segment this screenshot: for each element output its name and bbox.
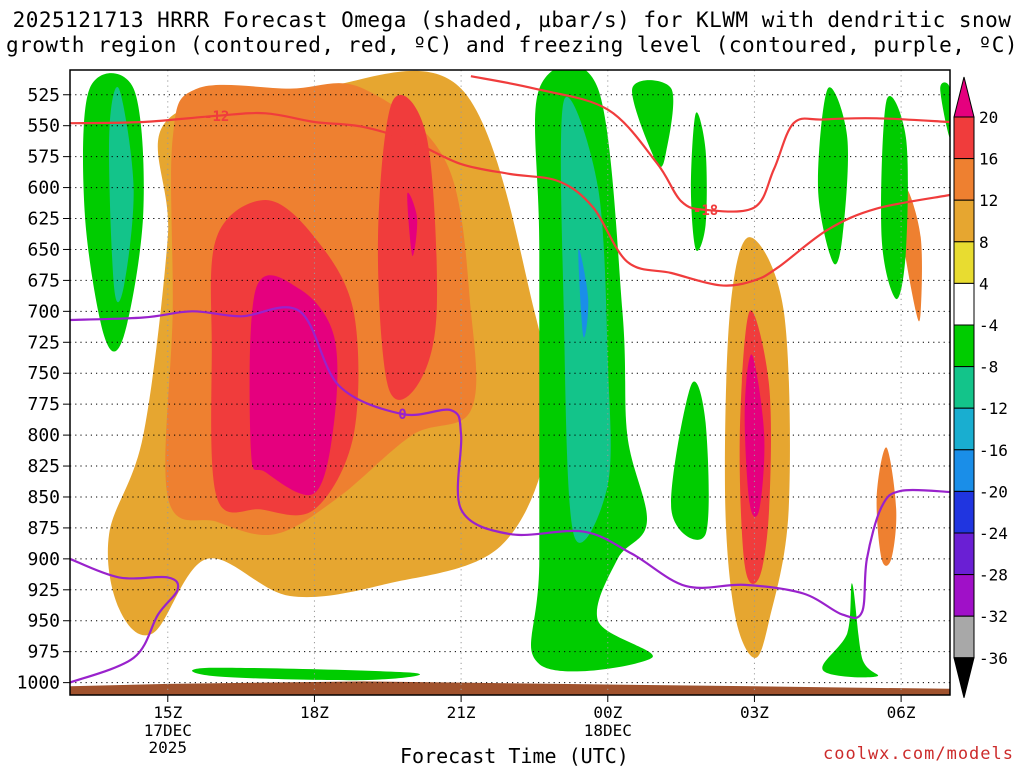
x-tick-sublabel-17DEC: 17DEC — [144, 721, 192, 740]
omega-region-neg8-16 — [671, 381, 709, 540]
y-tick-label-950: 950 — [27, 611, 60, 632]
contour-label-freezing-level-0c: 0 — [398, 407, 406, 423]
omega-region-neg8-17 — [822, 583, 879, 678]
plot-frame — [69, 69, 951, 696]
y-tick-label-750: 750 — [27, 363, 60, 384]
colorbar-swatch--32--28 — [953, 615, 975, 659]
x-tick-sublabel-2025: 2025 — [149, 738, 188, 757]
x-tick-label-00Z: 00Z — [593, 703, 622, 722]
colorbar-label-8: 8 — [979, 233, 989, 252]
y-tick-label-675: 675 — [27, 270, 60, 291]
colorbar-swatch--12--8 — [953, 407, 975, 451]
colorbar-label--12: -12 — [979, 399, 1008, 418]
y-tick-label-925: 925 — [27, 580, 60, 601]
colorbar-swatch--28--24 — [953, 574, 975, 617]
y-tick-label-550: 550 — [27, 116, 60, 137]
y-tick-label-975: 975 — [27, 642, 60, 663]
omega-region-pos20-4 — [249, 275, 338, 496]
omega-region-neg16-15 — [578, 248, 589, 338]
y-tick-label-600: 600 — [27, 178, 60, 199]
colorbar-label--28: -28 — [979, 566, 1008, 585]
contour-dgz-minus-12-upper — [70, 111, 950, 287]
credit-link[interactable]: coolwx.com/models — [823, 744, 1014, 764]
colorbar-swatch--16--12 — [953, 449, 975, 492]
omega-region-pos12-10 — [876, 447, 897, 566]
omega-region-neg12-12 — [108, 86, 134, 303]
omega-region-neg8-22 — [940, 82, 950, 139]
colorbar-label--20: -20 — [979, 482, 1008, 501]
x-tick-sublabel-18DEC: 18DEC — [584, 721, 632, 740]
omega-region-neg8-18 — [817, 87, 848, 265]
colorbar-bottom-arrow — [953, 657, 975, 698]
y-tick-label-700: 700 — [27, 301, 60, 322]
colorbar-swatch--24--20 — [953, 532, 975, 576]
x-tick-label-06Z: 06Z — [887, 703, 916, 722]
colorbar-label--4: -4 — [979, 316, 998, 335]
omega-region-pos20-5 — [407, 192, 418, 256]
colorbar-swatch-8-12 — [953, 241, 975, 284]
x-tick-label-21Z: 21Z — [447, 703, 476, 722]
colorbar-swatch-4-8 — [953, 282, 975, 326]
colorbar-label--32: -32 — [979, 607, 1008, 626]
colorbar-swatch-12-16 — [953, 199, 975, 243]
colorbar-label-12: 12 — [979, 191, 998, 210]
contour-label-dgz-minus-12-upper: -12 — [204, 109, 229, 125]
colorbar-label-20: 20 — [979, 108, 998, 127]
colorbar-swatch--8--4 — [953, 366, 975, 409]
x-tick-label-15Z: 15Z — [153, 703, 182, 722]
omega-region-neg8-21 — [881, 96, 908, 300]
contour-freezing-level-0c — [70, 306, 950, 620]
y-tick-label-525: 525 — [27, 85, 60, 106]
colorbar-swatch-16-20 — [953, 158, 975, 201]
y-tick-label-875: 875 — [27, 518, 60, 539]
colorbar-label--16: -16 — [979, 441, 1008, 460]
chart-title-line-1: 2025121713 HRRR Forecast Omega (shaded, … — [12, 8, 1012, 32]
y-tick-label-625: 625 — [27, 209, 60, 230]
colorbar-label--24: -24 — [979, 524, 1008, 543]
x-tick-label-18Z: 18Z — [300, 703, 329, 722]
y-tick-label-1000: 1000 — [17, 673, 60, 694]
y-tick-label-575: 575 — [27, 147, 60, 168]
contour-dgz-minus-18 — [470, 75, 950, 213]
x-tick-label-03Z: 03Z — [740, 703, 769, 722]
omega-region-neg8-19 — [632, 80, 674, 168]
y-tick-label-850: 850 — [27, 487, 60, 508]
y-tick-label-725: 725 — [27, 332, 60, 353]
contour-label-dgz-minus-18: -18 — [693, 203, 718, 219]
omega-region-neg8-23 — [192, 667, 420, 681]
colorbar-label-4: 4 — [979, 274, 989, 293]
y-tick-label-650: 650 — [27, 239, 60, 260]
colorbar-swatch-20-24 — [953, 116, 975, 160]
terrain-surface — [70, 681, 950, 695]
y-tick-label-900: 900 — [27, 549, 60, 570]
y-tick-label-800: 800 — [27, 425, 60, 446]
omega-region-pos20-8 — [744, 354, 765, 517]
contour-freezing-level-0c-lower — [70, 557, 180, 684]
y-tick-label-825: 825 — [27, 456, 60, 477]
x-axis-label: Forecast Time (UTC) — [400, 744, 629, 768]
colorbar-label--8: -8 — [979, 358, 998, 377]
colorbar-swatch--4-4 — [953, 324, 975, 368]
colorbar-label-16: 16 — [979, 150, 998, 169]
colorbar-label--36: -36 — [979, 649, 1008, 668]
y-tick-label-775: 775 — [27, 394, 60, 415]
colorbar-swatch--20--16 — [953, 490, 975, 534]
omega-region-pos16-3 — [377, 94, 438, 400]
omega-region-neg8-20 — [690, 112, 707, 251]
colorbar-top-arrow — [953, 76, 975, 118]
chart-title-line-2: growth region (contoured, red, ºC) and f… — [5, 33, 1019, 57]
